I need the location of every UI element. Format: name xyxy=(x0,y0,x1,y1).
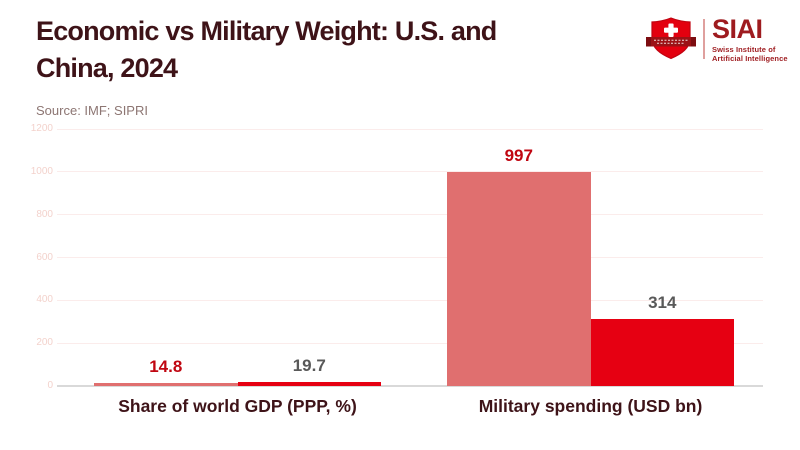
y-tick-label: 0 xyxy=(47,380,53,391)
y-tick-label: 600 xyxy=(36,251,53,263)
page-title-line1: Economic vs Military Weight: U.S. and xyxy=(36,16,497,46)
logo-divider xyxy=(703,19,705,59)
bar-china-0 xyxy=(237,381,381,386)
y-tick-label: 1000 xyxy=(30,165,53,177)
page-title: Economic vs Military Weight: U.S. and Ch… xyxy=(36,13,497,87)
category-label: Military spending (USD bn) xyxy=(478,396,703,416)
gridline xyxy=(57,257,763,258)
gridline xyxy=(57,171,763,173)
gridline xyxy=(57,128,763,130)
plot-area: 14.8 19.7 997 314 xyxy=(57,128,763,387)
y-tick-label: 400 xyxy=(36,294,53,306)
logo-wordmark: SIAI xyxy=(712,14,763,44)
siai-logo: SIAI Swiss Institute of Artificial Intel… xyxy=(645,16,788,67)
x-axis-line xyxy=(57,385,763,387)
gridline xyxy=(57,342,763,344)
value-label: 14.8 xyxy=(149,356,183,376)
y-tick-label: 200 xyxy=(36,337,53,349)
page-title-line2: China, 2024 xyxy=(36,53,178,83)
category-label: Share of world GDP (PPP, %) xyxy=(118,396,357,416)
bar-china-1 xyxy=(590,318,734,386)
logo-subtitle-line2: Artificial Intelligence xyxy=(712,54,788,63)
gridline xyxy=(57,299,763,301)
bar-us-0 xyxy=(94,382,238,386)
logo-subtitle-line1: Swiss Institute of xyxy=(712,45,776,54)
siai-shield-icon xyxy=(645,16,697,67)
source-note: Source: IMF; SIPRI xyxy=(36,103,148,118)
bar-us-1 xyxy=(447,172,591,386)
value-label: 19.7 xyxy=(292,355,326,375)
y-tick-label: 800 xyxy=(36,208,53,220)
value-label: 314 xyxy=(648,292,677,312)
y-tick-label: 1200 xyxy=(30,123,53,134)
gridline xyxy=(57,214,763,216)
value-label: 997 xyxy=(504,146,533,166)
